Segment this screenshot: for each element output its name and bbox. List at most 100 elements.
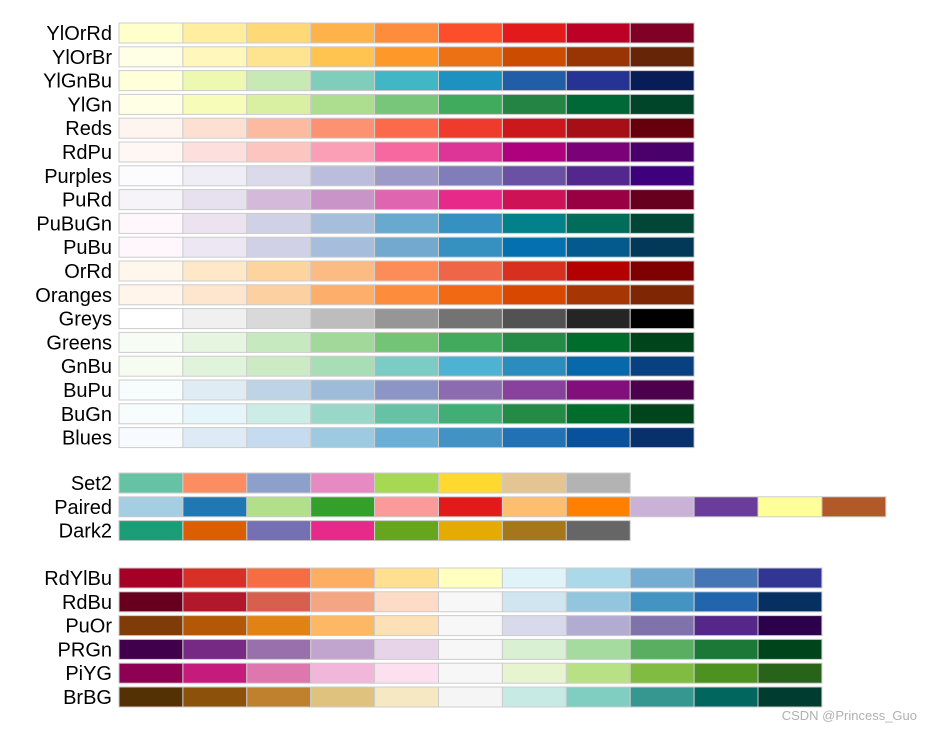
palette-row-reds: Reds bbox=[65, 117, 695, 140]
color-swatch bbox=[374, 70, 440, 92]
color-swatch bbox=[629, 284, 695, 306]
palette-label: Purples bbox=[44, 166, 112, 188]
color-swatch bbox=[182, 22, 248, 44]
palette-label: PRGn bbox=[58, 639, 112, 661]
color-swatch bbox=[693, 662, 759, 684]
color-swatch bbox=[501, 189, 567, 211]
color-swatch bbox=[565, 686, 631, 708]
color-swatch bbox=[438, 165, 503, 187]
color-swatch bbox=[438, 379, 503, 401]
color-swatch bbox=[310, 567, 376, 589]
color-swatch bbox=[501, 686, 567, 708]
color-swatch bbox=[182, 46, 248, 68]
color-swatch bbox=[501, 591, 567, 613]
color-swatch bbox=[182, 70, 248, 92]
color-swatch bbox=[246, 93, 312, 115]
color-swatch bbox=[118, 355, 184, 377]
color-swatch bbox=[310, 355, 376, 377]
color-swatch bbox=[438, 567, 503, 589]
color-swatch bbox=[501, 496, 567, 518]
color-swatch bbox=[118, 70, 184, 92]
color-swatch bbox=[182, 591, 248, 613]
color-swatch bbox=[118, 379, 184, 401]
palette-label: Set2 bbox=[71, 473, 112, 495]
color-swatch bbox=[310, 22, 376, 44]
color-swatch bbox=[438, 686, 503, 708]
color-swatch bbox=[438, 427, 503, 449]
color-swatch bbox=[438, 331, 503, 353]
color-swatch bbox=[438, 93, 503, 115]
palette-row-purples: Purples bbox=[44, 165, 695, 188]
color-swatch bbox=[246, 331, 312, 353]
color-swatch bbox=[310, 615, 376, 637]
palette-label: Paired bbox=[54, 497, 112, 519]
palette-row-ylgn: YlGn bbox=[68, 93, 695, 116]
palette-row-greys: Greys bbox=[59, 308, 695, 331]
color-swatch bbox=[629, 212, 695, 234]
color-swatch bbox=[565, 260, 631, 282]
color-swatch bbox=[438, 212, 503, 234]
color-swatch bbox=[629, 686, 695, 708]
color-swatch bbox=[374, 141, 440, 163]
color-swatch bbox=[501, 93, 567, 115]
palette-row-bugn: BuGn bbox=[61, 403, 695, 426]
color-swatch bbox=[757, 662, 823, 684]
color-swatch bbox=[693, 638, 759, 660]
color-swatch bbox=[310, 662, 376, 684]
color-swatch bbox=[310, 308, 376, 330]
color-swatch bbox=[246, 427, 312, 449]
color-swatch bbox=[118, 189, 184, 211]
color-swatch bbox=[374, 165, 440, 187]
color-swatch bbox=[246, 662, 312, 684]
color-swatch bbox=[246, 379, 312, 401]
palette-row-prgn: PRGn bbox=[58, 638, 823, 661]
color-swatch bbox=[374, 472, 440, 494]
palette-row-set2: Set2 bbox=[71, 472, 631, 495]
color-swatch bbox=[438, 284, 503, 306]
color-swatch bbox=[182, 93, 248, 115]
color-swatch bbox=[182, 331, 248, 353]
color-swatch bbox=[182, 236, 248, 258]
color-swatch bbox=[629, 379, 695, 401]
color-swatch bbox=[246, 567, 312, 589]
color-swatch bbox=[629, 591, 695, 613]
color-swatch bbox=[501, 379, 567, 401]
color-swatch bbox=[438, 355, 503, 377]
color-swatch bbox=[182, 615, 248, 637]
palette-row-dark2: Dark2 bbox=[59, 520, 631, 543]
color-swatch bbox=[118, 165, 184, 187]
color-swatch bbox=[438, 403, 503, 425]
color-swatch bbox=[246, 686, 312, 708]
color-swatch bbox=[246, 70, 312, 92]
color-swatch bbox=[629, 403, 695, 425]
color-swatch bbox=[757, 567, 823, 589]
color-swatch bbox=[246, 403, 312, 425]
color-swatch bbox=[565, 165, 631, 187]
color-swatch bbox=[310, 165, 376, 187]
color-swatch bbox=[374, 22, 440, 44]
color-swatch bbox=[565, 308, 631, 330]
palette-row-bupu: BuPu bbox=[63, 379, 695, 402]
color-swatch bbox=[310, 591, 376, 613]
color-swatch bbox=[501, 355, 567, 377]
palette-row-purd: PuRd bbox=[62, 189, 695, 212]
color-swatch bbox=[438, 117, 503, 139]
color-swatch bbox=[246, 520, 312, 542]
color-swatch bbox=[374, 591, 440, 613]
color-swatch bbox=[501, 662, 567, 684]
color-swatch bbox=[118, 591, 184, 613]
color-swatch bbox=[629, 567, 695, 589]
color-swatch bbox=[182, 165, 248, 187]
palette-label: RdPu bbox=[62, 142, 112, 164]
color-swatch bbox=[182, 496, 248, 518]
color-swatch bbox=[501, 236, 567, 258]
color-swatch bbox=[374, 355, 440, 377]
color-swatch bbox=[118, 260, 184, 282]
palette-row-rdbu: RdBu bbox=[62, 591, 823, 614]
color-swatch bbox=[246, 591, 312, 613]
color-swatch bbox=[246, 236, 312, 258]
color-swatch bbox=[246, 141, 312, 163]
color-swatch bbox=[629, 427, 695, 449]
color-swatch bbox=[693, 615, 759, 637]
color-swatch bbox=[182, 638, 248, 660]
